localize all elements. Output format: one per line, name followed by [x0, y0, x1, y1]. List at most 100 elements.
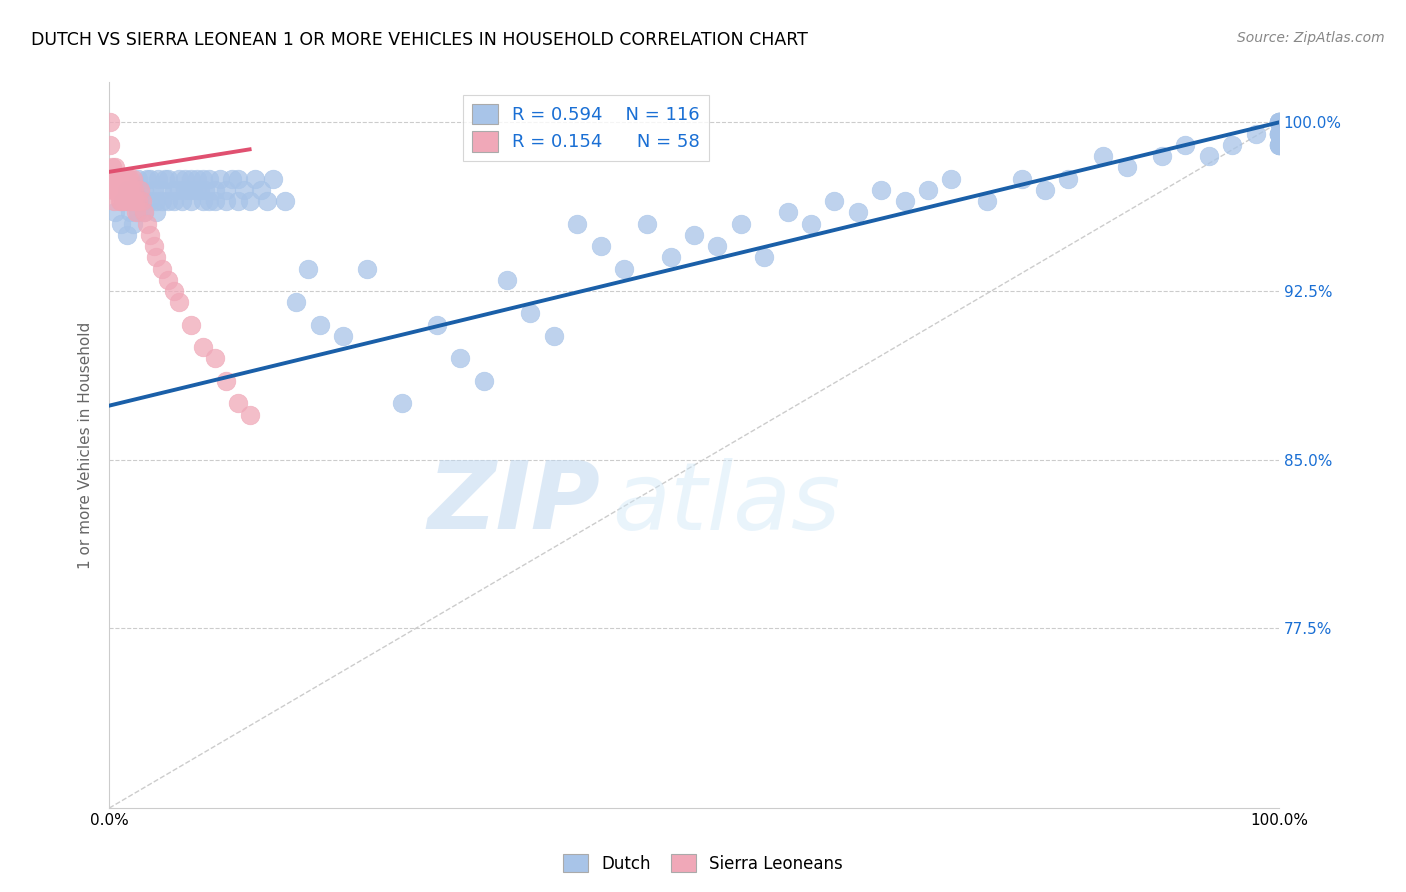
Point	[215, 194, 238, 208]
Point	[204, 194, 226, 208]
Point	[156, 273, 179, 287]
Point	[145, 205, 167, 219]
Point	[174, 183, 197, 197]
Point	[134, 205, 156, 219]
Point	[105, 171, 128, 186]
Point	[103, 194, 125, 208]
Point	[110, 183, 132, 197]
Point	[104, 171, 127, 186]
Point	[1092, 149, 1115, 163]
Point	[285, 295, 308, 310]
Point	[190, 183, 212, 197]
Point	[134, 183, 156, 197]
Point	[1057, 171, 1080, 186]
Point	[121, 217, 143, 231]
Point	[139, 171, 162, 186]
Point	[256, 194, 278, 208]
Point	[706, 239, 728, 253]
Point	[101, 171, 124, 186]
Point	[194, 183, 217, 197]
Point	[226, 194, 249, 208]
Point	[107, 183, 129, 197]
Point	[155, 171, 177, 186]
Point	[239, 408, 262, 422]
Point	[108, 194, 131, 208]
Point	[191, 340, 214, 354]
Point	[122, 183, 145, 197]
Point	[1268, 137, 1291, 152]
Point	[250, 183, 273, 197]
Point	[114, 194, 136, 208]
Point	[142, 183, 165, 197]
Point	[297, 261, 319, 276]
Point	[1268, 127, 1291, 141]
Point	[112, 171, 135, 186]
Point	[846, 205, 869, 219]
Point	[1268, 127, 1291, 141]
Point	[613, 261, 636, 276]
Point	[169, 295, 191, 310]
Point	[127, 171, 149, 186]
Point	[125, 205, 148, 219]
Point	[139, 227, 162, 242]
Point	[636, 217, 658, 231]
Point	[191, 194, 214, 208]
Point	[1268, 115, 1291, 129]
Point	[100, 171, 122, 186]
Point	[245, 171, 267, 186]
Point	[162, 183, 184, 197]
Point	[100, 161, 122, 175]
Point	[870, 183, 893, 197]
Point	[308, 318, 330, 332]
Point	[150, 183, 173, 197]
Point	[391, 396, 413, 410]
Point	[941, 171, 963, 186]
Point	[1220, 137, 1243, 152]
Point	[142, 239, 165, 253]
Point	[124, 183, 146, 197]
Point	[112, 183, 135, 197]
Point	[1268, 137, 1291, 152]
Point	[127, 194, 149, 208]
Point	[204, 351, 226, 366]
Point	[754, 250, 776, 264]
Point	[108, 183, 131, 197]
Point	[449, 351, 471, 366]
Point	[1268, 137, 1291, 152]
Point	[115, 171, 138, 186]
Point	[135, 171, 157, 186]
Point	[170, 194, 193, 208]
Point	[124, 194, 146, 208]
Point	[120, 194, 142, 208]
Point	[104, 183, 127, 197]
Point	[1268, 127, 1291, 141]
Point	[107, 183, 129, 197]
Point	[115, 183, 138, 197]
Point	[169, 183, 191, 197]
Point	[496, 273, 519, 287]
Point	[180, 194, 202, 208]
Point	[1150, 149, 1173, 163]
Point	[426, 318, 449, 332]
Point	[101, 183, 124, 197]
Point	[1244, 127, 1267, 141]
Point	[112, 194, 135, 208]
Point	[117, 171, 139, 186]
Point	[1011, 171, 1033, 186]
Point	[1268, 115, 1291, 129]
Point	[180, 318, 202, 332]
Legend: Dutch, Sierra Leoneans: Dutch, Sierra Leoneans	[557, 847, 849, 880]
Point	[215, 183, 238, 197]
Point	[1268, 115, 1291, 129]
Point	[226, 171, 249, 186]
Legend: R = 0.594    N = 116, R = 0.154      N = 58: R = 0.594 N = 116, R = 0.154 N = 58	[464, 95, 709, 161]
Point	[162, 284, 184, 298]
Point	[262, 171, 284, 186]
Point	[1268, 127, 1291, 141]
Point	[197, 171, 219, 186]
Point	[111, 171, 134, 186]
Point	[121, 183, 143, 197]
Point	[1198, 149, 1220, 163]
Point	[209, 171, 232, 186]
Point	[177, 183, 200, 197]
